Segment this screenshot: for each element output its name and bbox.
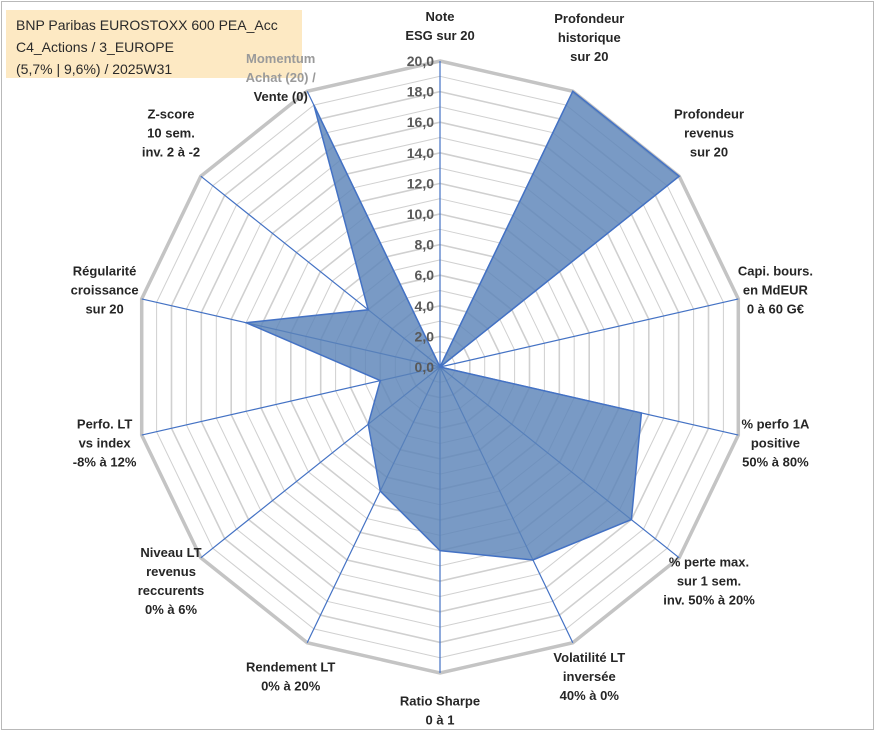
chart-title-line-2: C4_Actions / 3_EUROPE bbox=[16, 39, 174, 55]
radial-tick-label: 14,0 bbox=[407, 145, 434, 161]
radial-tick-label: 0,0 bbox=[415, 359, 435, 375]
axis-label-line: % perfo 1A bbox=[741, 417, 810, 432]
axis-label-line: Z-score bbox=[148, 107, 195, 122]
axis-label-line: 0 à 60 G€ bbox=[747, 302, 804, 317]
axis-label-line: 0% à 6% bbox=[145, 602, 197, 617]
axis-label-line: Profondeur bbox=[674, 107, 744, 122]
axis-label-line: Momentum bbox=[246, 51, 315, 66]
axis-label-line: inv. 2 à -2 bbox=[142, 145, 200, 160]
axis-label-line: positive bbox=[751, 436, 800, 451]
axis-label-line: Note bbox=[426, 9, 455, 24]
axis-label-line: revenus bbox=[146, 564, 196, 579]
axis-label-line: revenus bbox=[684, 126, 734, 141]
axis-label-line: Régularité bbox=[73, 264, 137, 279]
axis-label-line: Capi. bours. bbox=[738, 264, 813, 279]
chart-title-box: BNP Paribas EUROSTOXX 600 PEA_Acc C4_Act… bbox=[6, 10, 302, 78]
radial-tick-label: 6,0 bbox=[415, 267, 435, 283]
axis-label-line: Achat (20) / bbox=[246, 70, 316, 85]
axis-label-line: sur 20 bbox=[85, 302, 123, 317]
axis-label-line: inv. 50% à 20% bbox=[663, 593, 755, 608]
axis-label-line: Ratio Sharpe bbox=[400, 694, 480, 709]
axis-label-line: vs index bbox=[79, 436, 132, 451]
radial-tick-label: 2,0 bbox=[415, 328, 435, 344]
radial-tick-label: 20,0 bbox=[407, 53, 434, 69]
radial-tick-label: 8,0 bbox=[415, 237, 435, 253]
axis-label-line: ESG sur 20 bbox=[405, 28, 474, 43]
axis-label-line: Vente (0) bbox=[254, 89, 308, 104]
axis-label-line: Volatilité LT bbox=[553, 650, 625, 665]
axis-label-line: sur 20 bbox=[570, 49, 608, 64]
axis-label-line: 40% à 0% bbox=[560, 688, 620, 703]
axis-label-line: Niveau LT bbox=[140, 545, 201, 560]
axis-label-line: 50% à 80% bbox=[742, 455, 809, 470]
axis-label-line: % perte max. bbox=[669, 555, 749, 570]
radial-tick-label: 18,0 bbox=[407, 84, 434, 100]
axis-label-line: croissance bbox=[71, 283, 139, 298]
chart-title-line-3: (5,7% | 9,6%) / 2025W31 bbox=[16, 61, 173, 77]
axis-label-line: sur 1 sem. bbox=[677, 574, 741, 589]
axis-spoke bbox=[439, 298, 739, 368]
radial-tick-label: 16,0 bbox=[407, 114, 434, 130]
axis-label-line: Rendement LT bbox=[246, 659, 335, 674]
axis-label-line: reccurents bbox=[138, 583, 204, 598]
axis-label-line: inversée bbox=[563, 669, 616, 684]
axis-label-line: Perfo. LT bbox=[77, 417, 132, 432]
series-area bbox=[243, 90, 681, 561]
axis-label-line: -8% à 12% bbox=[73, 455, 137, 470]
radial-tick-label: 4,0 bbox=[415, 298, 435, 314]
axis-label-line: 0% à 20% bbox=[261, 678, 321, 693]
chart-title-line-1: BNP Paribas EUROSTOXX 600 PEA_Acc bbox=[16, 17, 278, 33]
axis-label-line: en MdEUR bbox=[743, 283, 809, 298]
axis-label-line: historique bbox=[558, 30, 621, 45]
axis-label-line: sur 20 bbox=[690, 145, 728, 160]
radial-tick-label: 12,0 bbox=[407, 175, 434, 191]
axis-label-line: 10 sem. bbox=[147, 126, 195, 141]
axis-label-line: 0 à 1 bbox=[426, 713, 455, 728]
axis-label-line: Profondeur bbox=[554, 11, 624, 26]
radial-tick-label: 10,0 bbox=[407, 206, 434, 222]
